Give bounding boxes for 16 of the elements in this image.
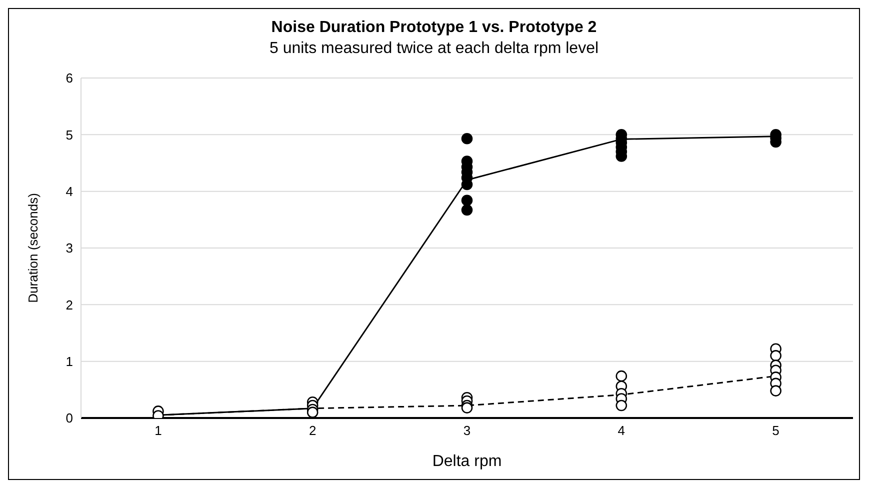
y-tick-label: 4	[66, 184, 73, 199]
y-tick-label: 1	[66, 354, 73, 369]
y-tick-label: 2	[66, 297, 73, 312]
y-axis-title: Duration (seconds)	[26, 193, 41, 303]
x-axis-title: Delta rpm	[432, 453, 502, 470]
x-tick-label: 2	[308, 423, 316, 438]
y-tick-label: 0	[66, 410, 73, 426]
y-tick-label: 5	[66, 127, 73, 142]
x-tick-label: 1	[154, 423, 162, 438]
y-tick-label: 3	[66, 240, 73, 256]
x-tick-label: 4	[618, 423, 626, 438]
chart-title: Noise Duration Prototype 1 vs. Prototype 2	[270, 19, 598, 37]
y-tick-label: 6	[66, 70, 73, 86]
x-tick-label: 5	[772, 423, 780, 438]
chart-subtitle: 5 units measured twice at each delta rpm level	[268, 40, 600, 58]
x-tick-label: 3	[463, 423, 471, 438]
